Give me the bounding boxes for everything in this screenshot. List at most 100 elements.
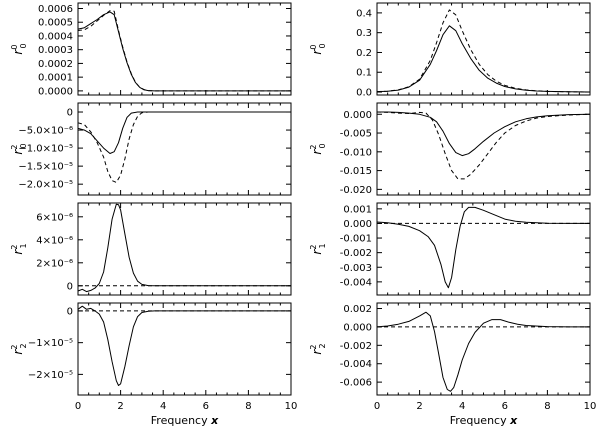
- panel-L1: 0.0000 0.0001 0.0002 0.0003 0.0004 0.0005 0.00…: [10, 2, 292, 97]
- y-tick-label: 0.001: [343, 204, 372, 215]
- y-tick-label: 0.0005: [38, 18, 73, 29]
- x-tick-label: 4: [459, 401, 465, 412]
- y-tick-label: 0.0004: [38, 31, 73, 42]
- y-label-superscript: 2: [10, 245, 19, 250]
- y-label-subscript: 0: [318, 43, 327, 48]
- x-label-text: Frequency: [450, 414, 510, 427]
- series-solid-L1: [77, 11, 291, 92]
- y-tick-label: 6×10⁻⁶: [36, 212, 73, 223]
- y-tick-label: -0.001: [340, 234, 372, 245]
- y-tick-label: 0.3: [356, 28, 372, 39]
- y-label-subscript: 0: [19, 43, 28, 48]
- series-dashed-R2: [376, 111, 591, 180]
- series-solid-R2: [377, 111, 591, 157]
- y-label-superscript: 2: [309, 145, 318, 150]
- y-tick-label: -0.006: [340, 378, 372, 389]
- y-axis-label-R3: r21: [309, 243, 327, 254]
- y-tick-label: 0.1: [356, 68, 372, 79]
- y-tick-label: 4×10⁻⁶: [36, 235, 73, 246]
- x-tick-label: 6: [203, 401, 209, 412]
- y-tick-label: 0.0001: [38, 73, 73, 84]
- y-tick-label: 0.0: [356, 88, 372, 99]
- series-solid-L4: [77, 305, 291, 386]
- y-tick-label: -0.005: [340, 129, 372, 140]
- plot-frame-R4: [376, 302, 591, 396]
- series-solid-L2: [77, 111, 291, 154]
- x-tick-label: 6: [502, 401, 508, 412]
- y-label-main: r: [11, 249, 25, 255]
- y-tick-label: 0.0006: [38, 4, 73, 15]
- y-label-subscript: 2: [318, 343, 327, 348]
- series-dashed-L1: [77, 10, 291, 92]
- plot-frame-R2: [376, 102, 591, 196]
- y-tick-label: 0.000: [343, 110, 372, 121]
- y-axis-label-R2: r20: [309, 143, 327, 154]
- y-tick-label: 0.000: [343, 219, 372, 230]
- series-dashed-R1: [376, 9, 591, 93]
- y-label-main: r: [11, 49, 25, 55]
- y-axis-label-L4: r22: [10, 343, 28, 354]
- x-axis-label-L4: Frequency x: [151, 414, 219, 427]
- series-solid-R1: [376, 25, 591, 93]
- y-label-main: r: [310, 249, 324, 255]
- y-tick-label: 0.0003: [38, 45, 73, 56]
- y-label-subscript: 0: [19, 143, 28, 148]
- x-tick-label: 8: [544, 401, 550, 412]
- panel-R1: 0.0 0.1 0.2 0.3 0.4 r00: [309, 2, 591, 99]
- plot-frame-L2: [77, 102, 292, 196]
- y-label-subscript: 1: [19, 243, 28, 248]
- y-tick-label: 0.002: [343, 304, 372, 315]
- y-label-main: r: [310, 149, 324, 155]
- series-dashed-L2: [77, 111, 291, 183]
- y-tick-label: −1×10⁻⁵: [28, 338, 73, 349]
- y-axis-label-R4: r22: [309, 343, 327, 354]
- y-tick-label: −1.0×10⁻⁵: [18, 144, 73, 155]
- x-tick-label: 0: [374, 401, 380, 412]
- plot-frame-R3: [376, 202, 591, 296]
- y-axis-label-L2: r20: [10, 143, 28, 154]
- y-label-superscript: 0: [10, 45, 19, 50]
- y-tick-label: 0.2: [356, 48, 372, 59]
- y-tick-label: 0: [67, 281, 73, 292]
- y-tick-label: 0: [67, 108, 73, 119]
- y-tick-label: -0.010: [340, 147, 372, 158]
- y-tick-label: -0.003: [340, 263, 372, 274]
- y-label-main: r: [11, 349, 25, 355]
- y-label-superscript: 2: [309, 345, 318, 350]
- y-tick-label: -0.004: [340, 277, 372, 288]
- y-label-subscript: 0: [318, 143, 327, 148]
- y-label-main: r: [11, 149, 25, 155]
- x-tick-label: 8: [245, 401, 251, 412]
- series-solid-L3: [77, 203, 291, 293]
- y-tick-label: 0.000: [343, 322, 372, 333]
- panel-R4: 0 2 4 6 8 100.0020.000-0.002-0.004-0.006r22Fr…: [309, 302, 597, 427]
- y-label-superscript: 2: [309, 245, 318, 250]
- plot-frame-L3: [77, 202, 292, 296]
- y-tick-label: -0.015: [340, 166, 372, 177]
- y-tick-label: −2×10⁻⁵: [28, 370, 73, 381]
- x-tick-label: 4: [160, 401, 166, 412]
- panel-L3: 0 2×10⁻⁶ 4×10⁻⁶ 6×10⁻⁶ r21: [10, 202, 292, 296]
- y-label-main: r: [310, 49, 324, 55]
- x-tick-label: 0: [75, 401, 81, 412]
- series-solid-R3: [376, 206, 590, 289]
- y-label-main: r: [310, 349, 324, 355]
- y-label-superscript: 0: [309, 45, 318, 50]
- y-label-superscript: 2: [10, 145, 19, 150]
- y-label-subscript: 2: [19, 343, 28, 348]
- x-label-text: Frequency: [151, 414, 211, 427]
- series-solid-R4: [376, 311, 590, 392]
- x-tick-label: 2: [416, 401, 422, 412]
- x-tick-label: 10: [285, 401, 298, 412]
- y-label-subscript: 1: [318, 243, 327, 248]
- y-tick-label: 0.4: [356, 8, 372, 19]
- y-tick-label: −1.5×10⁻⁵: [18, 162, 73, 173]
- plot-frame-L1: [77, 2, 292, 96]
- x-label-variable: x: [210, 414, 219, 427]
- x-tick-label: 10: [584, 401, 597, 412]
- x-label-variable: x: [509, 414, 518, 427]
- y-tick-label: 0.0002: [38, 59, 73, 70]
